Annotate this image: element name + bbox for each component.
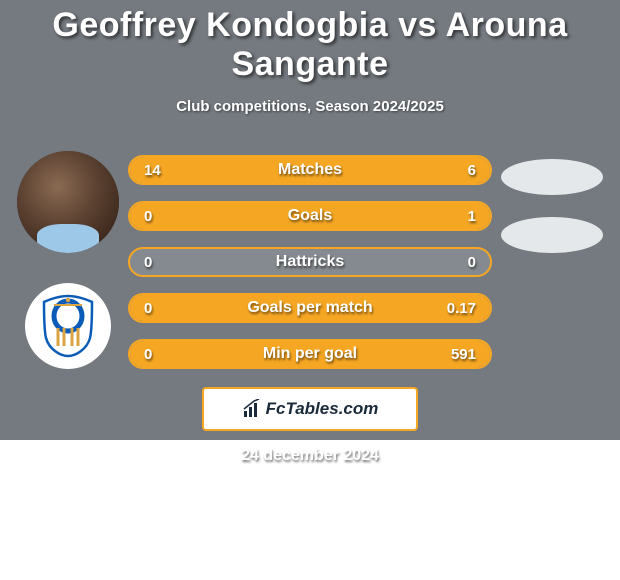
stat-value-right: 591 (451, 346, 476, 363)
player-right-avatar-placeholder (501, 159, 603, 195)
right-player-column (492, 151, 612, 253)
stat-value-left: 14 (144, 162, 161, 179)
stat-bar: 0 Goals per match 0.17 (128, 293, 492, 323)
stat-bar: 0 Hattricks 0 (128, 247, 492, 277)
stat-label: Hattricks (276, 253, 344, 271)
stat-value-left: 0 (144, 254, 152, 271)
stat-value-right: 6 (468, 162, 476, 179)
stat-value-right: 0 (468, 254, 476, 271)
left-player-column (8, 151, 128, 369)
stat-bar: 14 Matches 6 (128, 155, 492, 185)
player-left-club-logo (25, 283, 111, 369)
stat-bar: 0 Min per goal 591 (128, 339, 492, 369)
stat-label: Goals (288, 207, 332, 225)
player-right-club-placeholder (501, 217, 603, 253)
content-wrapper: Geoffrey Kondogbia vs Arouna Sangante Cl… (0, 0, 620, 465)
source-label: FcTables.com (266, 399, 379, 419)
date-label: 24 december 2024 (0, 447, 620, 465)
page-title: Geoffrey Kondogbia vs Arouna Sangante (0, 0, 620, 84)
stat-value-left: 0 (144, 346, 152, 363)
chart-icon (242, 399, 262, 419)
stat-value-left: 0 (144, 208, 152, 225)
club-badge-icon (40, 294, 96, 358)
stat-bar: 0 Goals 1 (128, 201, 492, 231)
stat-label: Matches (278, 161, 342, 179)
stats-column: 14 Matches 6 0 Goals 1 0 Hattricks 0 0 Goals per m… (128, 151, 492, 369)
stat-value-right: 0.17 (447, 300, 476, 317)
main-row: 14 Matches 6 0 Goals 1 0 Hattricks 0 0 Goals per m… (0, 151, 620, 369)
stat-value-left: 0 (144, 300, 152, 317)
player-left-avatar (17, 151, 119, 253)
player-face-placeholder (17, 151, 119, 253)
stat-label: Goals per match (247, 299, 372, 317)
stat-fill-left (130, 157, 382, 183)
source-badge: FcTables.com (202, 387, 418, 431)
stat-label: Min per goal (263, 345, 357, 363)
page-subtitle: Club competitions, Season 2024/2025 (0, 98, 620, 115)
stat-value-right: 1 (468, 208, 476, 225)
